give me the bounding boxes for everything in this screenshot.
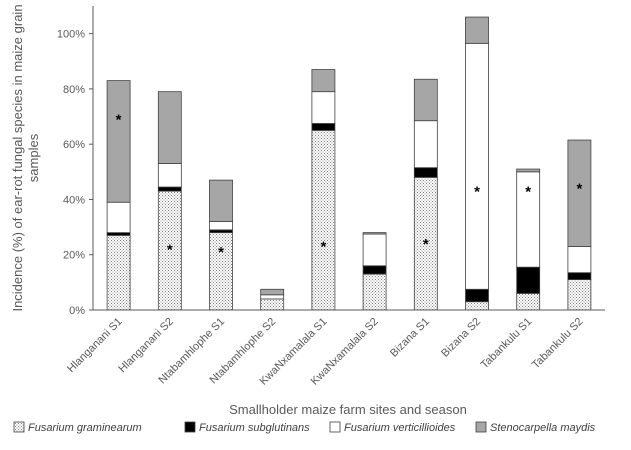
bar-segment-subglutinans <box>106 232 131 236</box>
bar-segment-subglutinans <box>465 288 489 303</box>
y-tick-label: 80% <box>63 84 85 96</box>
legend-key-graminearum <box>13 421 25 433</box>
legend: Fusarium graminearum Fusarium subglutinan… <box>13 421 596 434</box>
bar-segment-verticillioides <box>362 233 387 267</box>
significance-asterisk: * <box>474 183 480 200</box>
bar-segment-verticillioides <box>465 42 489 290</box>
bar-segment-verticillioides <box>413 120 438 169</box>
y-axis-title: Incidence (%) of ear-rot fungal species … <box>10 4 41 311</box>
significance-asterisk: * <box>423 236 429 253</box>
bar-segment-maydis <box>516 168 541 173</box>
bar-segment-maydis <box>465 16 489 44</box>
bar-segment-graminearum <box>567 279 592 311</box>
bar-segment-maydis <box>260 288 285 296</box>
legend-label: Fusarium subglutinans <box>199 422 310 434</box>
significance-markers: * * * * * * * * <box>116 112 583 262</box>
bar-segment-maydis <box>567 139 592 247</box>
legend-label: Stenocarpella maydis <box>490 422 596 434</box>
x-tick-label: Tabankulu S2 <box>530 316 586 372</box>
significance-asterisk: * <box>218 244 224 261</box>
y-axis-title-line: Incidence (%) of ear-rot fungal species … <box>10 4 25 311</box>
bar-segment-graminearum <box>106 234 131 311</box>
bar-segment-maydis <box>362 232 387 235</box>
significance-asterisk: * <box>167 241 173 258</box>
y-tick-label: 60% <box>63 139 85 151</box>
bar-segment-maydis <box>157 91 182 164</box>
x-tick-label: Bizana S1 <box>388 316 432 360</box>
bar-segment-graminearum <box>311 129 336 311</box>
significance-asterisk: * <box>525 183 531 200</box>
bar-segment-subglutinans <box>567 272 592 281</box>
bar-segment-maydis <box>413 78 438 122</box>
bar-segment-verticillioides <box>567 246 592 274</box>
bar-segment-subglutinans <box>362 265 387 275</box>
bar-segment-subglutinans <box>516 266 541 294</box>
bars <box>106 16 592 311</box>
bar-segment-verticillioides <box>209 221 233 231</box>
x-tick-label: Bizana S2 <box>439 316 483 360</box>
legend-key-verticillioides <box>329 421 341 433</box>
x-tick-label: Tabankulu S1 <box>479 316 535 372</box>
y-axis-ticks: 0% 20% 40% 60% 80% 100% <box>57 29 93 317</box>
bar-segment-verticillioides <box>260 294 285 300</box>
significance-asterisk: * <box>116 112 122 129</box>
bar-segment-graminearum <box>465 301 489 311</box>
significance-asterisk: * <box>576 181 582 198</box>
bar-segment-verticillioides <box>157 163 182 188</box>
bar-segment-subglutinans <box>311 123 336 131</box>
legend-label: Fusarium verticillioides <box>344 422 456 434</box>
bar-segment-subglutinans <box>157 186 182 192</box>
bar-segment-graminearum <box>362 273 387 311</box>
bar-segment-maydis <box>209 179 233 222</box>
bar-segment-graminearum <box>516 293 541 311</box>
legend-key-maydis <box>475 421 487 433</box>
bar-segment-subglutinans <box>209 229 233 234</box>
y-tick-label: 100% <box>57 29 85 41</box>
y-tick-label: 40% <box>63 194 85 206</box>
y-tick-label: 0% <box>69 305 85 317</box>
axes <box>92 6 605 311</box>
legend-key-subglutinans <box>184 421 196 433</box>
bar-segment-verticillioides <box>311 91 336 124</box>
legend-label: Fusarium graminearum <box>28 422 142 434</box>
y-tick-label: 20% <box>63 250 85 262</box>
bar-segment-graminearum <box>260 298 285 311</box>
significance-asterisk: * <box>320 239 326 256</box>
bar-segment-maydis <box>311 69 336 93</box>
bar-segment-verticillioides <box>106 201 131 234</box>
bar-segment-subglutinans <box>413 167 438 178</box>
x-axis-title: Smallholder maize farm sites and season <box>229 402 467 417</box>
y-axis-title-line: samples <box>26 133 41 182</box>
bar-segment-maydis <box>106 80 131 203</box>
